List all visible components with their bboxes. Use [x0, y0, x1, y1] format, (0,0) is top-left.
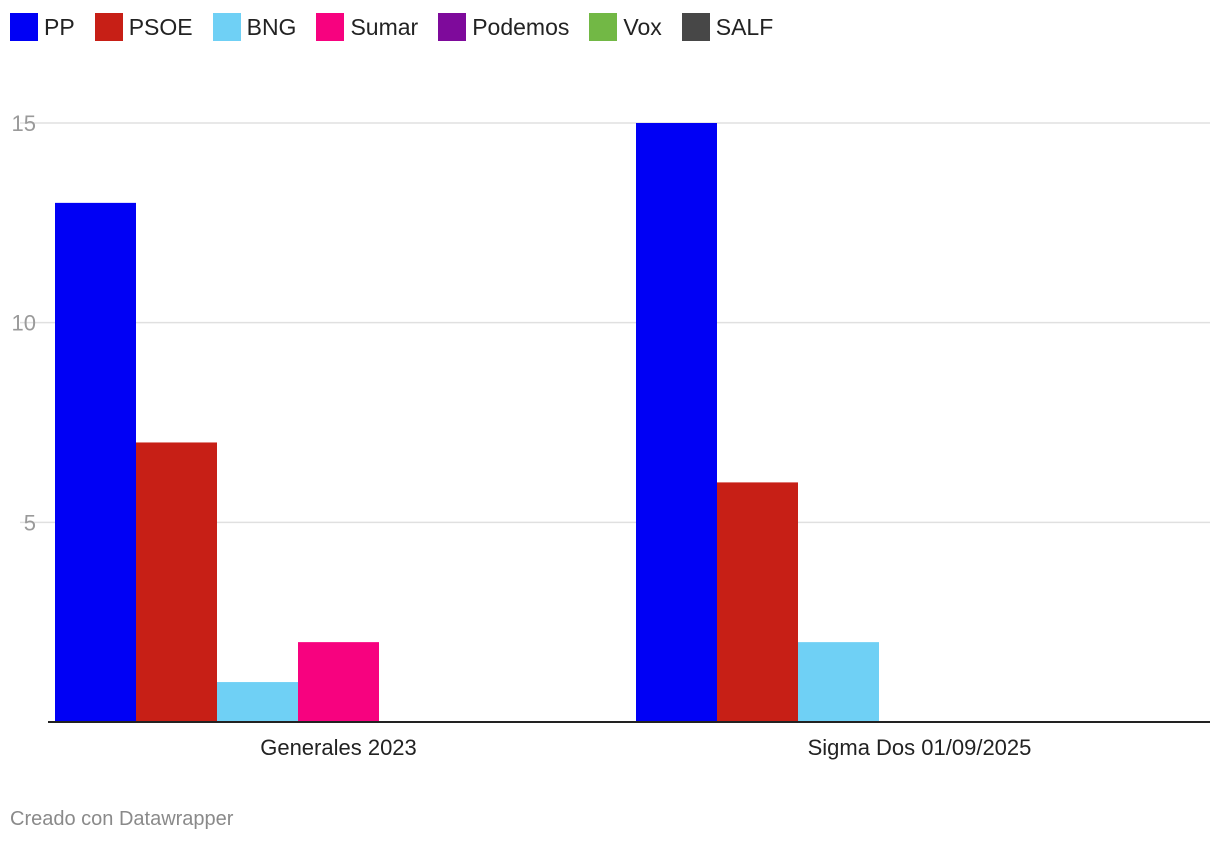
y-tick-label: 5: [24, 510, 36, 535]
x-category-label: Generales 2023: [260, 735, 417, 760]
bar-pp: [636, 123, 717, 722]
legend-item-bng: BNG: [212, 13, 297, 41]
legend-item-vox: Vox: [589, 13, 662, 41]
bar-psoe: [717, 482, 798, 722]
bar-sumar: [298, 642, 379, 722]
legend-swatch: [438, 13, 467, 41]
legend-item-pp: PP: [10, 13, 75, 41]
legend-item-podemos: Podemos: [438, 13, 569, 41]
y-tick-label: 10: [12, 311, 36, 336]
legend-item-salf: SALF: [681, 13, 774, 41]
legend-label: BNG: [246, 13, 297, 40]
legend-label: PSOE: [128, 13, 193, 40]
bar-psoe: [136, 442, 217, 722]
legend-swatch: [316, 13, 345, 41]
legend-label: Podemos: [472, 13, 570, 40]
footer-credit: Creado con Datawrapper: [10, 808, 234, 830]
legend-label: PP: [44, 13, 75, 40]
chart-legend: PP PSOE BNG Sumar Podemos Vox SALF: [10, 13, 793, 41]
bar-bng: [798, 642, 879, 722]
legend-swatch: [212, 13, 241, 41]
legend-swatch: [589, 13, 618, 41]
legend-swatch: [10, 13, 38, 41]
bar-bng: [217, 682, 298, 722]
legend-label: SALF: [715, 13, 774, 40]
x-category-label: Sigma Dos 01/09/2025: [808, 735, 1032, 760]
legend-swatch: [94, 13, 123, 41]
legend-item-sumar: Sumar: [316, 13, 418, 41]
y-tick-label: 15: [12, 111, 36, 136]
legend-item-psoe: PSOE: [94, 13, 193, 41]
bar-pp: [55, 202, 136, 722]
legend-label: Vox: [623, 13, 662, 40]
bar-chart: 5 10 15 Generales 2023 Sigma Dos 01/09/2025: [12, 111, 1210, 760]
legend-label: Sumar: [350, 13, 419, 40]
legend-swatch: [681, 13, 710, 41]
